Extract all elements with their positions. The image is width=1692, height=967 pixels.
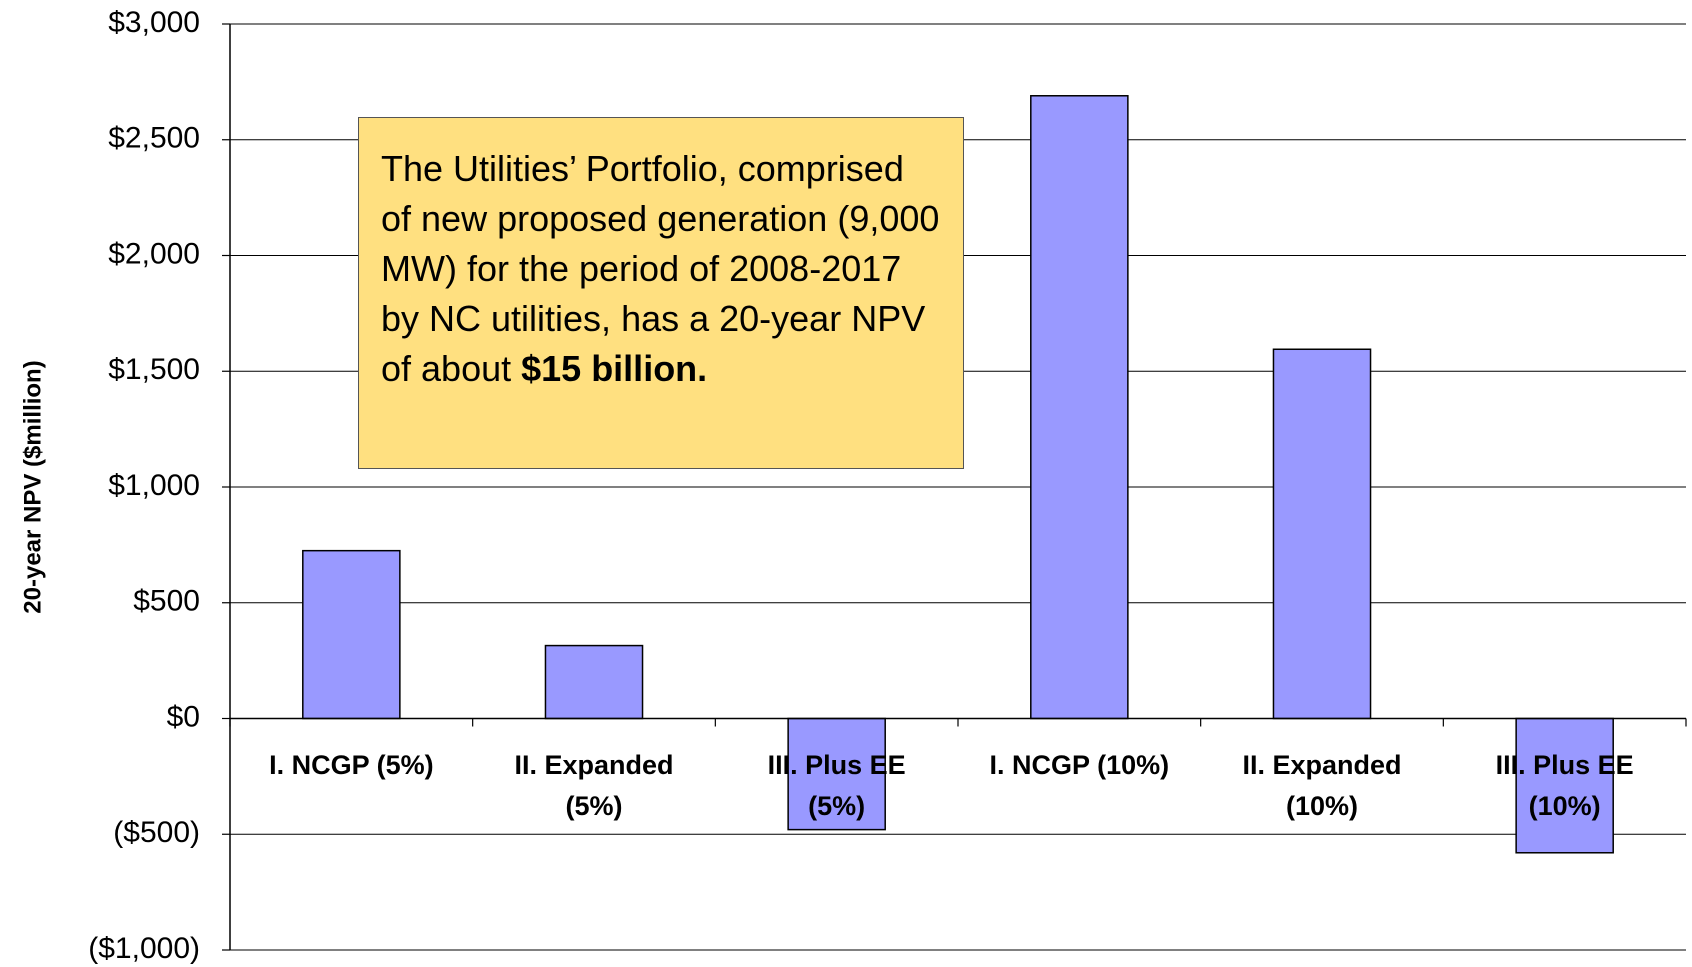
x-tick-label-line: II. Expanded [1242,750,1401,780]
y-tick-label: $2,000 [108,237,200,270]
annotation-text: The Utilities’ Portfolio, comprised of n… [381,148,940,389]
x-tick-label: I. NCGP (10%) [990,750,1170,780]
y-tick-label: $3,000 [108,6,200,39]
x-tick-label-line: (10%) [1529,791,1601,821]
annotation-box: The Utilities’ Portfolio, comprised of n… [358,117,964,469]
x-tick-label: II. Expanded (10%) [1242,750,1401,821]
x-tick-label-line: (10%) [1286,791,1358,821]
annotation-bold: $15 billion. [521,348,708,389]
y-tick-label: $1,500 [108,353,200,386]
y-tick-label: ($1,000) [88,932,200,965]
annotation: The Utilities’ Portfolio, comprised of n… [358,117,964,469]
y-tick-label: ($500) [113,816,200,849]
bar [1030,95,1129,720]
bar [302,549,401,720]
bar [1515,717,1614,854]
x-tick-label-line: (5%) [808,791,865,821]
y-axis-label: 20-year NPV ($million) [19,360,46,613]
y-tick-label: $2,500 [108,122,200,155]
bar [544,644,644,720]
y-tick-label: $1,000 [108,469,200,502]
x-tick-label: III. Plus EE (5%) [768,750,906,821]
bar [1272,348,1372,720]
x-tick-label: II. Expanded (5%) [514,750,673,821]
y-tick-label: $500 [133,585,200,618]
y-tick-label: $0 [167,700,200,733]
x-tick-label-line: (5%) [565,791,622,821]
x-tick-label-line: III. Plus EE [1496,750,1634,780]
x-tick-label: I. NCGP (5%) [269,750,434,780]
x-tick-label: III. Plus EE (10%) [1496,750,1634,821]
x-tick-label-line: III. Plus EE [768,750,906,780]
x-tick-label-line: II. Expanded [514,750,673,780]
